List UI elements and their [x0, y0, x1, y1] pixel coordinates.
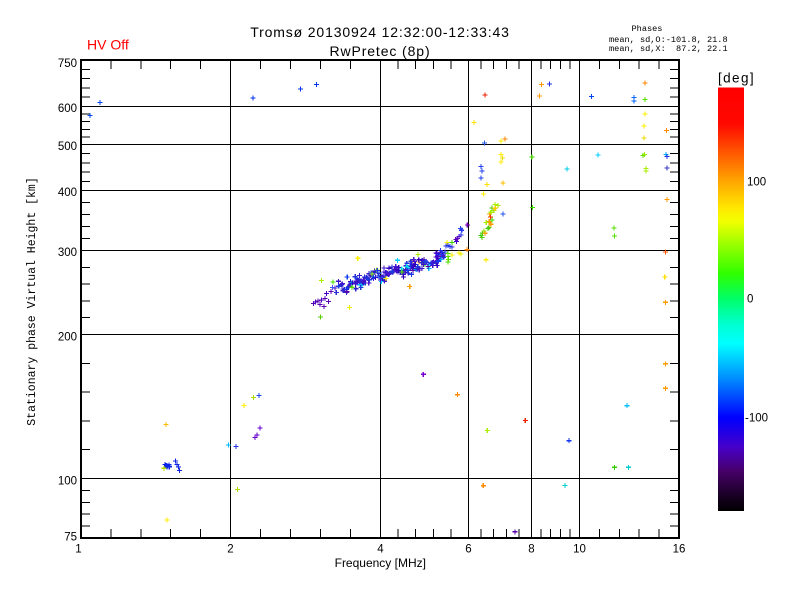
svg-text:75: 75: [64, 532, 77, 544]
svg-text:RwPretec (8p): RwPretec (8p): [329, 43, 430, 59]
svg-text:100: 100: [747, 177, 766, 189]
svg-text:[deg]: [deg]: [718, 71, 755, 86]
svg-text:mean, sd,O:-101.8, 21.8: mean, sd,O:-101.8, 21.8: [609, 35, 728, 45]
svg-text:400: 400: [58, 187, 77, 199]
svg-text:Phases: Phases: [632, 24, 663, 34]
svg-text:6: 6: [465, 544, 471, 556]
svg-text:500: 500: [58, 141, 77, 153]
svg-text:4: 4: [377, 544, 384, 556]
svg-text:100: 100: [58, 476, 77, 488]
svg-text:Tromsø 20130924 12:32:00-12:33: Tromsø 20130924 12:32:00-12:33:43: [250, 24, 509, 40]
svg-text:1: 1: [75, 544, 81, 556]
svg-text:mean, sd,X: 87.2, 22.1: mean, sd,X: 87.2, 22.1: [609, 44, 728, 54]
svg-text:10: 10: [573, 544, 586, 556]
svg-text:0: 0: [747, 293, 753, 305]
svg-text:Stationary phase Virtual Heigh: Stationary phase Virtual Height [km]: [26, 177, 39, 425]
svg-text:HV Off: HV Off: [87, 37, 129, 53]
svg-text:2: 2: [227, 544, 233, 556]
svg-text:8: 8: [528, 544, 534, 556]
svg-text:16: 16: [673, 544, 686, 556]
svg-text:600: 600: [58, 103, 77, 115]
svg-text:Frequency [MHz]: Frequency [MHz]: [335, 556, 426, 570]
svg-text:300: 300: [58, 247, 77, 259]
svg-text:-100: -100: [745, 412, 768, 424]
svg-text:750: 750: [58, 58, 77, 70]
svg-text:200: 200: [58, 331, 77, 343]
